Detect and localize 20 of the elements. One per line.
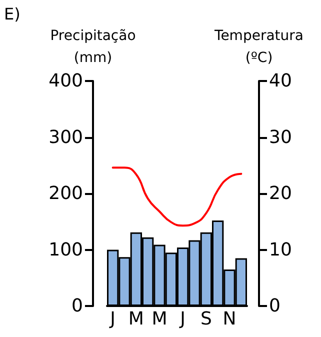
y-tick-label: 100 [48, 239, 83, 260]
y2-tick-label: 40 [269, 70, 292, 92]
x-tick-label: S [200, 308, 212, 330]
y2-tick-label: 30 [269, 126, 292, 148]
y-tick-label: 0 [72, 296, 83, 316]
y2-tick-label: 0 [269, 296, 280, 316]
x-tick-label: M [128, 308, 144, 330]
y-tick-label: 200 [48, 183, 83, 204]
y-tick-label: 400 [48, 70, 83, 92]
x-tick-label: M [152, 308, 168, 330]
x-tick-label: J [109, 308, 116, 330]
y2-tick-label: 10 [269, 239, 292, 260]
line-series [112, 166, 242, 227]
y-tick-label: 300 [48, 126, 83, 148]
y-axis-title: Precipitação (mm) [50, 28, 136, 66]
text: E) [4, 4, 20, 24]
y2-tick-label: 20 [269, 183, 292, 204]
x-tick-label: J [179, 308, 186, 330]
x-tick-label: N [222, 308, 236, 330]
y2-axis-title: Temperatura (ºC) [214, 28, 304, 66]
